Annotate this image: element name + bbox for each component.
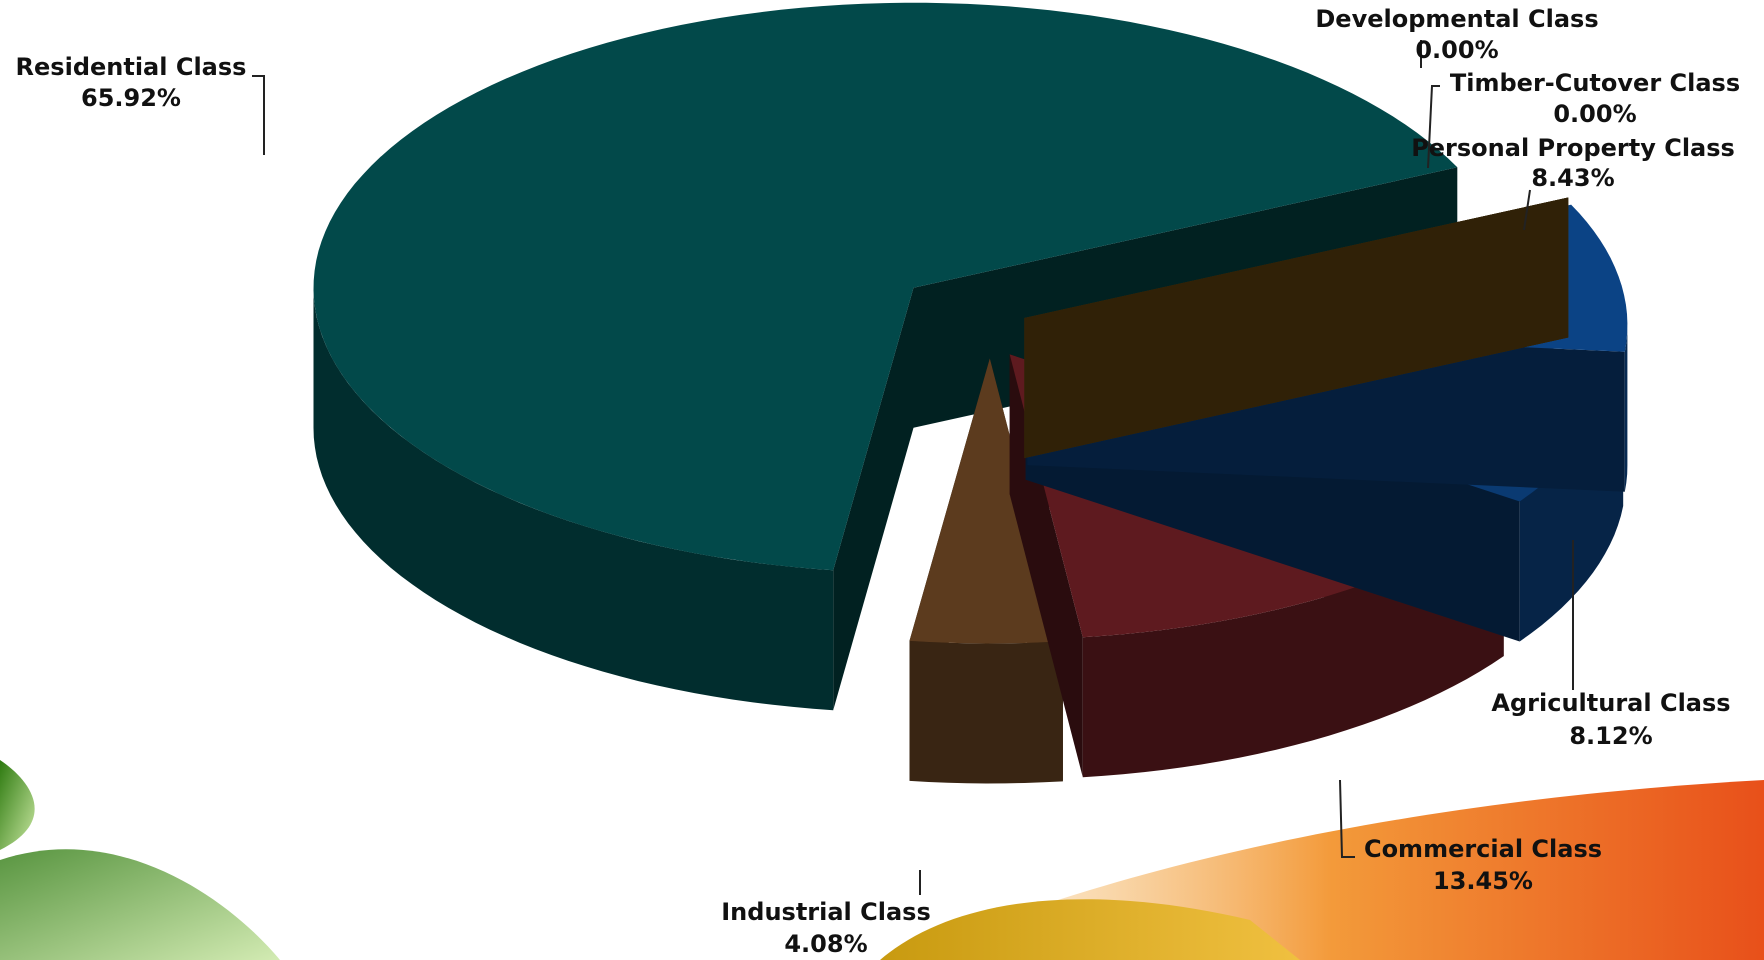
slice-side <box>1624 325 1628 492</box>
leader-line <box>252 75 265 155</box>
slice-label: Residential Class <box>16 53 247 81</box>
slice-side <box>1024 197 1569 458</box>
slice-value: 65.92% <box>81 84 181 112</box>
slice-value: 0.00% <box>1415 36 1498 64</box>
leader-line <box>1427 85 1440 169</box>
slice-value: 0.00% <box>1553 100 1636 128</box>
leader-lines <box>252 40 1574 895</box>
slice-side <box>313 287 834 711</box>
slice <box>1024 197 1569 318</box>
slice-side <box>833 287 914 711</box>
leader-line <box>1339 779 1355 858</box>
labels: Residential Class 65.92% Industrial Clas… <box>16 5 1741 958</box>
slice-label: Agricultural Class <box>1491 689 1730 717</box>
slice-label: Industrial Class <box>721 898 930 926</box>
slice-value: 8.12% <box>1569 722 1652 750</box>
slice <box>909 358 1063 644</box>
slice-label: Timber-Cutover Class <box>1450 69 1740 97</box>
slice-label: Personal Property Class <box>1411 134 1735 162</box>
slice-value: 8.43% <box>1531 164 1614 192</box>
slice-value: 13.45% <box>1433 867 1533 895</box>
slice-label: Developmental Class <box>1315 5 1598 33</box>
slice-side <box>909 640 1063 784</box>
background-decor <box>0 760 1764 960</box>
leader-line <box>1523 189 1531 231</box>
pie <box>313 2 1628 784</box>
slice-label: Commercial Class <box>1364 835 1602 863</box>
slice <box>313 2 1458 571</box>
slice-value: 4.08% <box>784 930 867 958</box>
